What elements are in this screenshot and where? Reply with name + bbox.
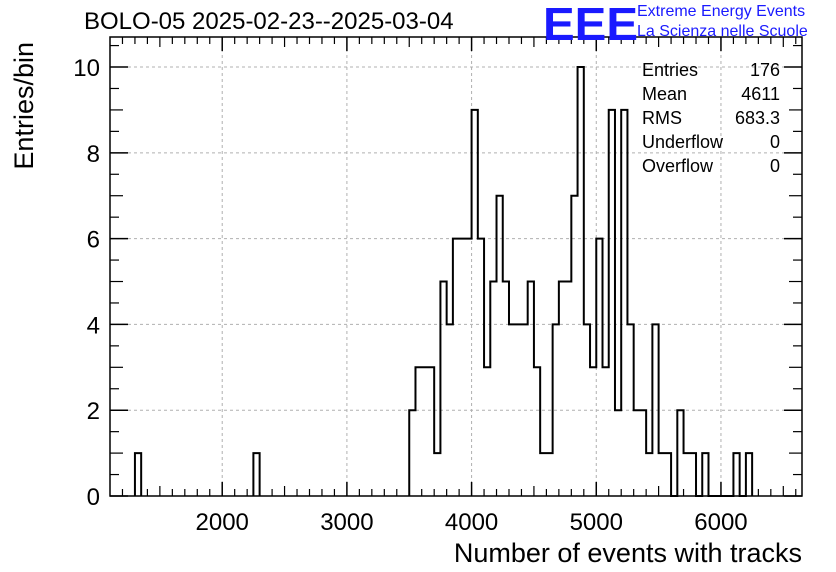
y-tick-labels: 0 2 4 6 8 10 <box>73 55 100 511</box>
logo-caption-line2: La Scienza nelle Scuole <box>637 23 808 40</box>
y-tick-label: 4 <box>87 312 100 339</box>
stats-row-overflow: Overflow 0 <box>642 154 780 178</box>
stats-value: 0 <box>769 156 780 176</box>
stats-label: Underflow <box>642 132 724 152</box>
stats-value: 683.3 <box>734 108 780 128</box>
x-axis-label: Number of events with tracks <box>454 538 802 568</box>
stats-value: 176 <box>749 60 780 80</box>
y-axis-label: Entries/bin <box>9 42 39 170</box>
y-tick-label: 8 <box>87 141 100 168</box>
x-tick-labels: 2000 3000 4000 5000 6000 <box>196 509 748 536</box>
y-tick-label: 6 <box>87 227 100 254</box>
stats-label: Mean <box>642 84 688 104</box>
stats-value: 4611 <box>741 84 780 104</box>
stats-label: RMS <box>642 108 682 128</box>
x-tick-label: 2000 <box>196 509 249 536</box>
plot-frame <box>109 36 803 497</box>
y-tick-label: 2 <box>87 398 100 425</box>
logo-caption: Extreme Energy Events La Scienza nelle S… <box>637 2 808 42</box>
histogram-outline <box>133 66 754 497</box>
x-tick-label: 4000 <box>445 509 498 536</box>
stats-label: Overflow <box>642 156 714 176</box>
logo-caption-line1: Extreme Energy Events <box>637 3 806 20</box>
eee-logo-mark: EEE <box>543 0 638 44</box>
x-tick-label: 5000 <box>570 509 623 536</box>
stats-box: Entries 176 Mean 4611 RMS 683.3 Underflo… <box>642 58 780 178</box>
x-tick-label: 6000 <box>694 509 747 536</box>
y-tick-label: 0 <box>87 484 100 511</box>
y-tick-label: 10 <box>73 55 100 82</box>
stats-value: 0 <box>769 132 780 152</box>
stats-row-entries: Entries 176 <box>642 58 780 82</box>
axis-ticks <box>110 37 802 497</box>
stats-row-underflow: Underflow 0 <box>642 130 780 154</box>
stats-label: Entries <box>642 60 699 80</box>
eee-logo: EEE <box>543 0 638 44</box>
chart-title: BOLO-05 2025-02-23--2025-03-04 <box>84 8 454 35</box>
stats-row-mean: Mean 4611 <box>642 82 780 106</box>
x-tick-label: 3000 <box>320 509 373 536</box>
stats-row-rms: RMS 683.3 <box>642 106 780 130</box>
